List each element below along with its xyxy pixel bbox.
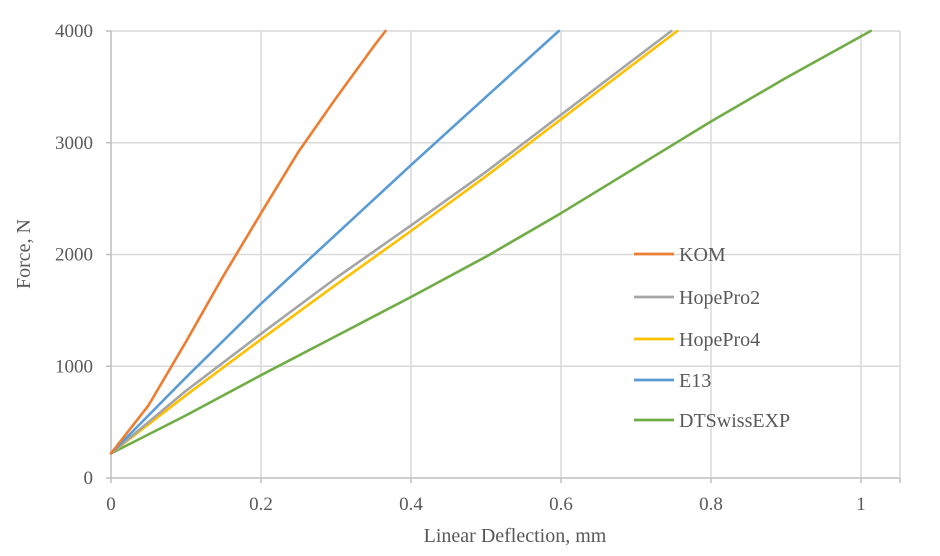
legend: KOM HopePro2 HopePro4 E13 DTSwissEXP (634, 244, 790, 432)
gridlines (111, 30, 901, 478)
legend-label-dtswissexp: DTSwissEXP (679, 410, 790, 432)
x-tick-label: 0.6 (549, 494, 573, 515)
x-tick-label: 0 (106, 494, 116, 515)
x-axis-label: Linear Deflection, mm (424, 525, 607, 547)
x-tick-label: 1 (856, 494, 866, 515)
series-line-e13 (109, 29, 561, 455)
series-line-kom (109, 29, 387, 455)
series-line-dtswissexp (109, 29, 873, 455)
x-tick-label: 0.8 (699, 494, 723, 515)
y-axis-label: Force, N (13, 219, 35, 289)
legend-label-e13: E13 (679, 370, 711, 392)
y-tick-label: 1000 (55, 356, 93, 377)
legend-label-hopepro4: HopePro4 (679, 329, 760, 351)
series-line-hopepro4 (109, 29, 679, 455)
y-tick-label: 0 (84, 468, 94, 489)
data-series (109, 29, 873, 455)
legend-label-hopepro2: HopePro2 (679, 287, 760, 309)
legend-label-kom: KOM (679, 244, 726, 266)
x-tick-label: 0.2 (249, 494, 273, 515)
y-tick-label: 3000 (55, 133, 93, 154)
y-tick-label: 2000 (55, 245, 93, 266)
y-tick-label: 4000 (55, 21, 93, 42)
tick-labels: 0 0.2 0.4 0.6 0.8 1 0 1000 2000 3000 4000 (55, 21, 866, 515)
axes (106, 30, 901, 483)
series-line-hopepro2 (109, 29, 673, 455)
x-tick-label: 0.4 (399, 494, 423, 515)
